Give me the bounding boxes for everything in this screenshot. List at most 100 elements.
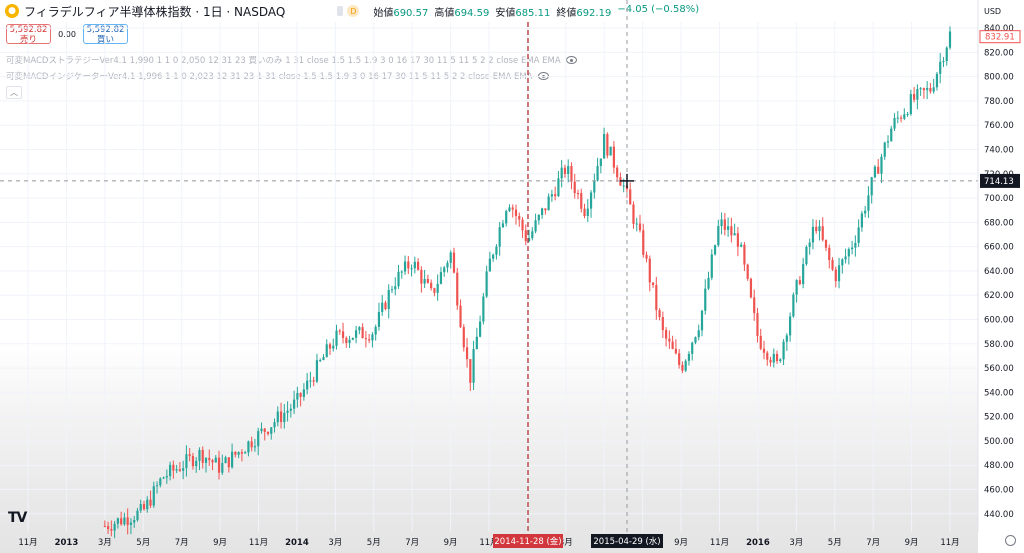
candle-body xyxy=(642,230,645,255)
candle-body xyxy=(805,246,808,265)
candle-body xyxy=(443,267,446,273)
candle-body xyxy=(779,359,782,362)
candle-body xyxy=(864,210,867,214)
chevron-up-icon[interactable]: ︿ xyxy=(6,86,22,99)
interval-chip[interactable]: D xyxy=(337,5,360,17)
indicator-strategy-label: 可変MACDストラテジーVer4.1 1,990 1 1 0 2,050 12 … xyxy=(6,56,561,66)
x-tick-label: 9月 xyxy=(213,538,227,548)
candle-body xyxy=(377,311,381,327)
candle-body xyxy=(482,296,485,322)
candle-body xyxy=(211,460,214,463)
candle-body xyxy=(913,94,916,100)
spread-value: 0.00 xyxy=(58,29,76,39)
candle-body xyxy=(410,268,413,270)
candle-body xyxy=(740,244,743,247)
candle-body xyxy=(149,499,152,506)
candle-body xyxy=(877,166,880,174)
candle-body xyxy=(811,226,815,243)
eye-icon[interactable] xyxy=(537,72,549,80)
candle-body xyxy=(743,244,746,265)
candle-body xyxy=(704,288,707,311)
candle-body xyxy=(815,226,818,232)
candle-body xyxy=(524,230,527,242)
candle-body xyxy=(116,518,119,524)
candle-body xyxy=(942,61,945,63)
candle-body xyxy=(358,327,361,331)
x-tick-label: 5月 xyxy=(367,538,381,548)
candle-body xyxy=(446,262,449,268)
candle-body xyxy=(854,242,857,248)
candle-body xyxy=(573,181,576,194)
candle-body xyxy=(505,211,508,224)
candle-body xyxy=(283,412,286,423)
candle-body xyxy=(430,282,433,289)
candle-body xyxy=(629,189,632,205)
candle-body xyxy=(159,478,162,486)
x-tick-label: 11月 xyxy=(18,538,37,548)
x-tick-label: 3月 xyxy=(559,538,573,548)
candle-body xyxy=(909,94,912,115)
candle-body xyxy=(899,117,903,119)
candle-body xyxy=(834,269,837,282)
candle-body xyxy=(769,359,772,363)
x-tick-label: 3月 xyxy=(98,538,112,548)
candle-body xyxy=(439,272,443,284)
currency-label: USD xyxy=(984,7,1001,16)
candle-body xyxy=(622,185,625,187)
x-tick-label: 11月 xyxy=(710,538,729,548)
candle-body xyxy=(550,194,553,197)
candle-body xyxy=(531,231,534,239)
candle-body xyxy=(570,166,573,182)
candle-body xyxy=(312,380,315,382)
y-tick-label: 440.00 xyxy=(984,510,1014,520)
open-label: 始値 xyxy=(373,7,394,19)
chart-header: ● フィラデルフィア半導体株指数 · 1日 · NASDAQ D 始値690.5… xyxy=(0,0,980,22)
brand-logo[interactable]: TV xyxy=(8,510,27,526)
candle-body xyxy=(433,288,436,293)
candle-body xyxy=(593,180,596,193)
candle-body xyxy=(867,195,870,211)
candles xyxy=(103,26,952,539)
candle-body xyxy=(580,193,583,209)
candle-body xyxy=(426,278,429,283)
candle-body xyxy=(678,353,681,365)
candle-body xyxy=(217,457,221,473)
candle-body xyxy=(762,348,766,353)
candle-body xyxy=(684,360,687,371)
candle-body xyxy=(599,158,602,167)
candle-body xyxy=(808,242,811,247)
candle-body xyxy=(645,254,648,259)
candle-body xyxy=(420,269,423,284)
candle-body xyxy=(286,410,289,413)
y-tick-label: 700.00 xyxy=(984,194,1014,204)
y-tick-label: 660.00 xyxy=(984,243,1014,253)
candle-body xyxy=(309,380,312,382)
delayed-badge[interactable]: D xyxy=(347,5,360,17)
buy-button[interactable]: 5,592.82 買い xyxy=(83,24,128,44)
candle-body xyxy=(687,353,691,361)
y-tick-label: 800.00 xyxy=(984,73,1014,83)
candle-body xyxy=(270,427,273,434)
candle-body xyxy=(857,227,860,243)
candle-body xyxy=(182,468,185,471)
candle-body xyxy=(348,339,351,344)
candle-body xyxy=(674,348,677,354)
candle-body xyxy=(851,247,854,250)
candle-body xyxy=(338,330,341,332)
candle-body xyxy=(139,504,142,511)
candle-body xyxy=(563,167,567,175)
candle-body xyxy=(227,457,230,468)
candle-body xyxy=(541,208,544,216)
candle-body xyxy=(371,334,374,341)
x-tick-label: 11月 xyxy=(479,538,498,548)
x-tick-label: 2013 xyxy=(55,538,79,548)
candle-body xyxy=(456,272,459,306)
x-tick-label: 5月 xyxy=(828,538,842,548)
candle-body xyxy=(514,209,518,216)
gear-icon[interactable] xyxy=(1005,535,1016,546)
symbol-title[interactable]: フィラデルフィア半導体株指数 · 1日 · NASDAQ xyxy=(24,4,286,19)
candle-body xyxy=(142,504,146,510)
low-label: 安値 xyxy=(495,7,516,19)
candle-body xyxy=(299,392,302,397)
